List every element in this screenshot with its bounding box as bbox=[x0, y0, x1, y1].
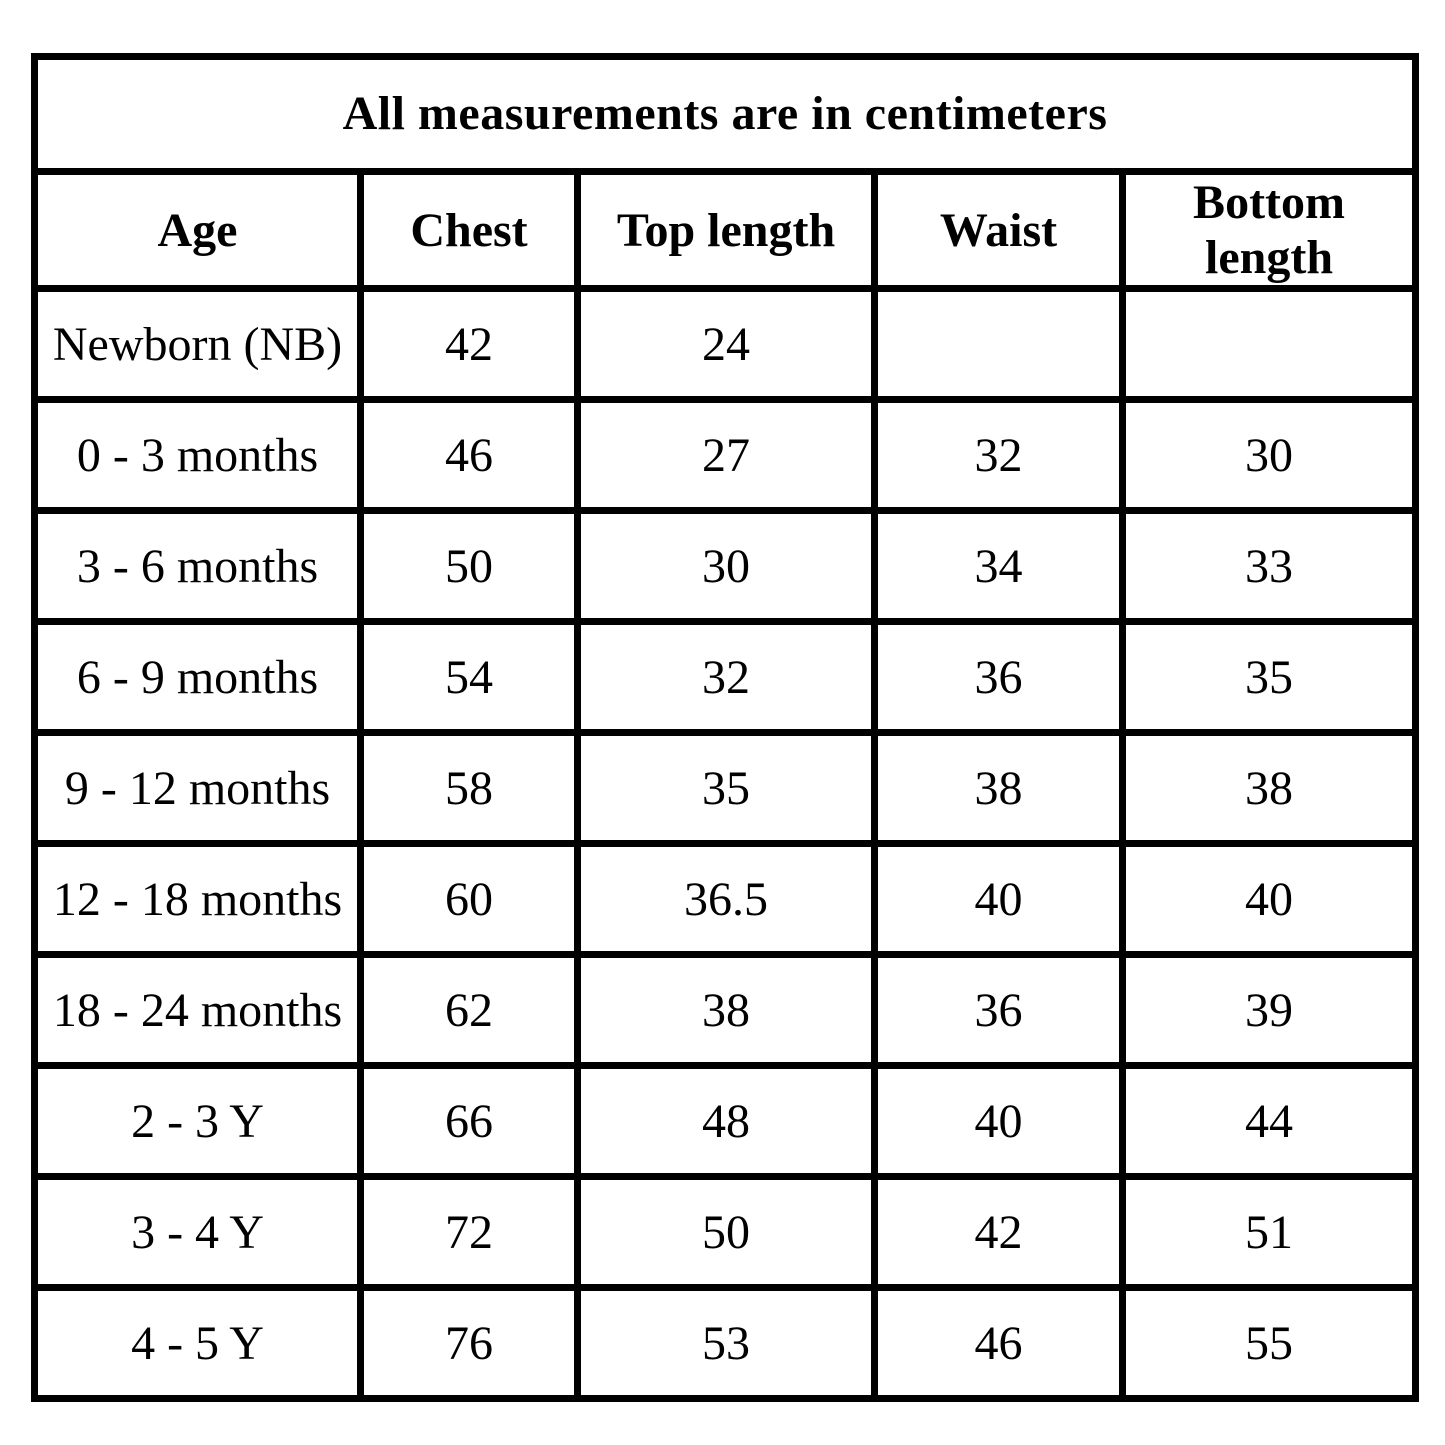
waist-value-cell bbox=[871, 285, 1126, 404]
waist-value-cell: 40 bbox=[871, 840, 1126, 959]
bottom-length-value-cell: 30 bbox=[1118, 396, 1420, 515]
waist-value-cell: 34 bbox=[871, 507, 1126, 626]
age-cell: 3 - 4 Y bbox=[31, 1173, 364, 1292]
table-row: 4 - 5 Y 76 53 46 55 bbox=[31, 1284, 1420, 1403]
table-row: 3 - 6 months 50 30 34 33 bbox=[31, 507, 1420, 626]
column-header-chest: Chest bbox=[357, 167, 581, 293]
age-cell: Newborn (NB) bbox=[31, 285, 364, 404]
table-row: 12 - 18 months 60 36.5 40 40 bbox=[31, 840, 1420, 959]
age-cell: 6 - 9 months bbox=[31, 618, 364, 737]
bottom-length-value-cell: 39 bbox=[1118, 951, 1420, 1070]
column-header-age: Age bbox=[31, 167, 364, 293]
table-row: 3 - 4 Y 72 50 42 51 bbox=[31, 1173, 1420, 1292]
waist-value-cell: 32 bbox=[871, 396, 1126, 515]
column-header-top-length: Top length bbox=[574, 167, 878, 293]
bottom-length-value-cell: 40 bbox=[1118, 840, 1420, 959]
chest-value-cell: 66 bbox=[357, 1062, 581, 1181]
top-length-value-cell: 30 bbox=[574, 507, 878, 626]
top-length-value-cell: 50 bbox=[574, 1173, 878, 1292]
bottom-length-value-cell: 55 bbox=[1118, 1284, 1420, 1403]
table-row: 2 - 3 Y 66 48 40 44 bbox=[31, 1062, 1420, 1181]
waist-value-cell: 36 bbox=[871, 618, 1126, 737]
age-cell: 4 - 5 Y bbox=[31, 1284, 364, 1403]
table-row: 0 - 3 months 46 27 32 30 bbox=[31, 396, 1420, 515]
chest-value-cell: 46 bbox=[357, 396, 581, 515]
table-title: All measurements are in centimeters bbox=[30, 53, 1420, 175]
top-length-value-cell: 53 bbox=[574, 1284, 878, 1403]
table-title-row: All measurements are in centimeters bbox=[30, 53, 1420, 175]
top-length-value-cell: 36.5 bbox=[574, 840, 878, 959]
waist-value-cell: 40 bbox=[871, 1062, 1126, 1181]
chest-value-cell: 42 bbox=[357, 285, 581, 404]
top-length-value-cell: 27 bbox=[574, 396, 878, 515]
table-row: Newborn (NB) 42 24 bbox=[31, 285, 1420, 404]
waist-value-cell: 42 bbox=[871, 1173, 1126, 1292]
chest-value-cell: 62 bbox=[357, 951, 581, 1070]
table-row: 9 - 12 months 58 35 38 38 bbox=[31, 729, 1420, 848]
table-header-row: Age Chest Top length Waist Bottom length bbox=[31, 167, 1420, 293]
table-row: 6 - 9 months 54 32 36 35 bbox=[31, 618, 1420, 737]
age-cell: 18 - 24 months bbox=[31, 951, 364, 1070]
table-row: 18 - 24 months 62 38 36 39 bbox=[31, 951, 1420, 1070]
age-cell: 0 - 3 months bbox=[31, 396, 364, 515]
top-length-value-cell: 24 bbox=[574, 285, 878, 404]
top-length-value-cell: 38 bbox=[574, 951, 878, 1070]
bottom-length-value-cell: 35 bbox=[1118, 618, 1420, 737]
age-cell: 9 - 12 months bbox=[31, 729, 364, 848]
bottom-length-value-cell bbox=[1118, 285, 1420, 404]
waist-value-cell: 36 bbox=[871, 951, 1126, 1070]
bottom-length-value-cell: 33 bbox=[1118, 507, 1420, 626]
chest-value-cell: 54 bbox=[357, 618, 581, 737]
chest-value-cell: 76 bbox=[357, 1284, 581, 1403]
chest-value-cell: 58 bbox=[357, 729, 581, 848]
bottom-length-value-cell: 44 bbox=[1118, 1062, 1420, 1181]
waist-value-cell: 38 bbox=[871, 729, 1126, 848]
chest-value-cell: 72 bbox=[357, 1173, 581, 1292]
top-length-value-cell: 32 bbox=[574, 618, 878, 737]
bottom-length-value-cell: 51 bbox=[1118, 1173, 1420, 1292]
column-header-bottom-length: Bottom length bbox=[1118, 167, 1420, 293]
chest-value-cell: 50 bbox=[357, 507, 581, 626]
age-cell: 12 - 18 months bbox=[31, 840, 364, 959]
size-chart-table: All measurements are in centimeters Age C… bbox=[30, 53, 1420, 1403]
bottom-length-value-cell: 38 bbox=[1118, 729, 1420, 848]
age-cell: 3 - 6 months bbox=[31, 507, 364, 626]
waist-value-cell: 46 bbox=[871, 1284, 1126, 1403]
chest-value-cell: 60 bbox=[357, 840, 581, 959]
column-header-waist: Waist bbox=[871, 167, 1126, 293]
top-length-value-cell: 48 bbox=[574, 1062, 878, 1181]
age-cell: 2 - 3 Y bbox=[31, 1062, 364, 1181]
top-length-value-cell: 35 bbox=[574, 729, 878, 848]
